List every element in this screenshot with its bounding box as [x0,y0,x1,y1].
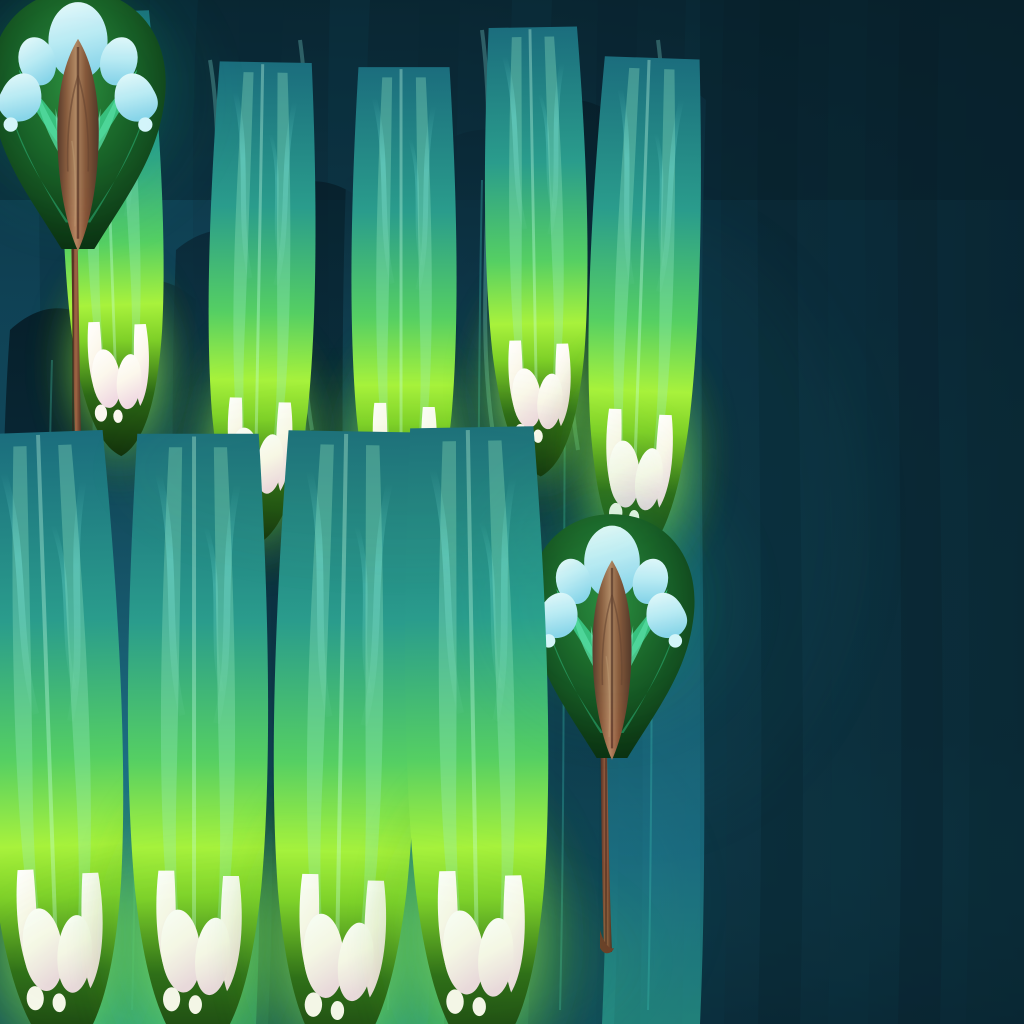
atmospheric-glow [0,0,742,1024]
